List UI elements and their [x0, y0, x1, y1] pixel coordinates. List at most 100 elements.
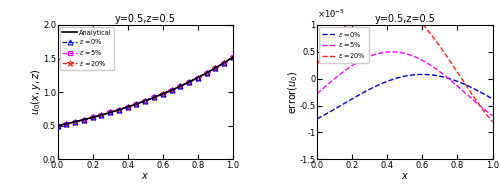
- $\varepsilon$ =20%: [314, 63, 320, 65]
- $\varepsilon$ =20%: [314, 62, 320, 65]
- Y-axis label: $\mathrm{error}(u_0)$: $\mathrm{error}(u_0)$: [286, 70, 300, 114]
- $\varepsilon$ =20%: [151, 96, 157, 98]
- Analytical: [159, 93, 165, 95]
- $\varepsilon$ =0%: [314, 118, 320, 120]
- $\varepsilon$ =0%: [116, 109, 122, 111]
- $\varepsilon$ =5%: [490, 115, 496, 117]
- $\varepsilon$ =20%: [221, 62, 227, 64]
- $\varepsilon$ =20%: [90, 116, 96, 118]
- $\varepsilon$ =0%: [212, 67, 218, 69]
- Legend: Analytical, $\varepsilon$ =0%, $\varepsilon$ =5%, $\varepsilon$ =20%: Analytical, $\varepsilon$ =0%, $\varepsi…: [60, 27, 114, 70]
- $\varepsilon$ =20%: [422, 26, 428, 28]
- Line: $\varepsilon$ =20%: $\varepsilon$ =20%: [317, 2, 492, 122]
- $\varepsilon$ =5%: [81, 118, 87, 121]
- Title: y=0.5,z=0.5: y=0.5,z=0.5: [374, 14, 435, 24]
- $\varepsilon$ =0%: [474, 89, 480, 91]
- $\varepsilon$ =0%: [195, 76, 201, 79]
- $\varepsilon$ =20%: [204, 72, 210, 74]
- Line: Analytical: Analytical: [58, 57, 233, 126]
- $\varepsilon$ =0%: [314, 117, 320, 120]
- $\varepsilon$ =5%: [388, 51, 394, 53]
- $\varepsilon$ =5%: [474, 102, 480, 104]
- $\varepsilon$ =5%: [54, 125, 60, 127]
- $\varepsilon$ =5%: [116, 109, 122, 111]
- $\varepsilon$ =20%: [54, 125, 60, 127]
- Text: $\times10^{-5}$: $\times10^{-5}$: [317, 7, 345, 20]
- $\varepsilon$ =20%: [382, 1, 388, 3]
- $\varepsilon$ =20%: [168, 89, 174, 91]
- Title: y=0.5,z=0.5: y=0.5,z=0.5: [115, 14, 176, 24]
- $\varepsilon$ =5%: [107, 111, 113, 114]
- $\varepsilon$ =5%: [72, 121, 78, 123]
- $\varepsilon$ =20%: [142, 100, 148, 102]
- X-axis label: $x$: $x$: [141, 171, 150, 181]
- $\varepsilon$ =20%: [178, 85, 184, 87]
- $\varepsilon$ =5%: [151, 96, 157, 98]
- $\varepsilon$ =5%: [418, 59, 424, 61]
- $\varepsilon$ =5%: [124, 106, 130, 108]
- $\varepsilon$ =0%: [221, 62, 227, 64]
- $\varepsilon$ =20%: [98, 114, 104, 116]
- Analytical: [158, 93, 164, 96]
- Analytical: [162, 92, 168, 94]
- $\varepsilon$ =0%: [134, 103, 140, 105]
- $\varepsilon$ =5%: [419, 59, 425, 61]
- $\varepsilon$ =5%: [195, 76, 201, 79]
- $\varepsilon$ =0%: [462, 84, 468, 86]
- $\varepsilon$ =0%: [186, 81, 192, 83]
- Legend: $\varepsilon$ =0%, $\varepsilon$ =5%, $\varepsilon$ =20%: $\varepsilon$ =0%, $\varepsilon$ =5%, $\…: [319, 27, 368, 63]
- $\varepsilon$ =5%: [186, 81, 192, 83]
- $\varepsilon$ =0%: [151, 96, 157, 98]
- $\varepsilon$ =0%: [178, 85, 184, 87]
- Line: $\varepsilon$ =20%: $\varepsilon$ =20%: [54, 54, 236, 129]
- $\varepsilon$ =0%: [98, 114, 104, 116]
- $\varepsilon$ =0%: [422, 73, 428, 76]
- Line: $\varepsilon$ =5%: $\varepsilon$ =5%: [317, 52, 492, 116]
- $\varepsilon$ =0%: [90, 116, 96, 118]
- $\varepsilon$ =5%: [134, 103, 140, 105]
- $\varepsilon$ =0%: [107, 111, 113, 114]
- $\varepsilon$ =5%: [314, 92, 320, 94]
- $\varepsilon$ =20%: [474, 100, 480, 102]
- $\varepsilon$ =0%: [230, 56, 236, 58]
- $\varepsilon$ =20%: [462, 84, 468, 86]
- $\varepsilon$ =5%: [142, 100, 148, 102]
- $\varepsilon$ =0%: [418, 73, 424, 76]
- $\varepsilon$ =0%: [204, 72, 210, 74]
- $\varepsilon$ =5%: [314, 93, 320, 95]
- $\varepsilon$ =0%: [124, 106, 130, 108]
- $\varepsilon$ =20%: [230, 56, 236, 58]
- Y-axis label: $u_0(x,y,z)$: $u_0(x,y,z)$: [29, 69, 43, 115]
- $\varepsilon$ =0%: [168, 89, 174, 91]
- $\varepsilon$ =20%: [212, 67, 218, 69]
- $\varepsilon$ =20%: [72, 121, 78, 123]
- $\varepsilon$ =5%: [98, 114, 104, 116]
- $\varepsilon$ =0%: [64, 123, 70, 125]
- $\varepsilon$ =5%: [221, 62, 227, 64]
- $\varepsilon$ =20%: [116, 109, 122, 111]
- $\varepsilon$ =0%: [418, 73, 424, 76]
- Line: $\varepsilon$ =5%: $\varepsilon$ =5%: [56, 55, 235, 128]
- $\varepsilon$ =20%: [418, 22, 424, 24]
- Line: $\varepsilon$ =0%: $\varepsilon$ =0%: [55, 55, 236, 128]
- $\varepsilon$ =5%: [90, 116, 96, 118]
- $\varepsilon$ =5%: [160, 93, 166, 95]
- $\varepsilon$ =20%: [134, 103, 140, 105]
- Analytical: [202, 72, 208, 75]
- $\varepsilon$ =5%: [204, 72, 210, 74]
- Analytical: [54, 125, 60, 127]
- Analytical: [230, 56, 236, 58]
- $\varepsilon$ =5%: [168, 89, 174, 91]
- $\varepsilon$ =20%: [195, 76, 201, 79]
- $\varepsilon$ =20%: [107, 111, 113, 114]
- $\varepsilon$ =20%: [186, 81, 192, 83]
- $\varepsilon$ =5%: [178, 85, 184, 87]
- $\varepsilon$ =20%: [160, 93, 166, 95]
- $\varepsilon$ =0%: [160, 93, 166, 95]
- $\varepsilon$ =0%: [81, 118, 87, 121]
- $\varepsilon$ =5%: [422, 61, 428, 63]
- Analytical: [55, 124, 61, 127]
- $\varepsilon$ =0%: [72, 121, 78, 123]
- $\varepsilon$ =20%: [419, 23, 425, 25]
- $\varepsilon$ =0%: [419, 73, 425, 76]
